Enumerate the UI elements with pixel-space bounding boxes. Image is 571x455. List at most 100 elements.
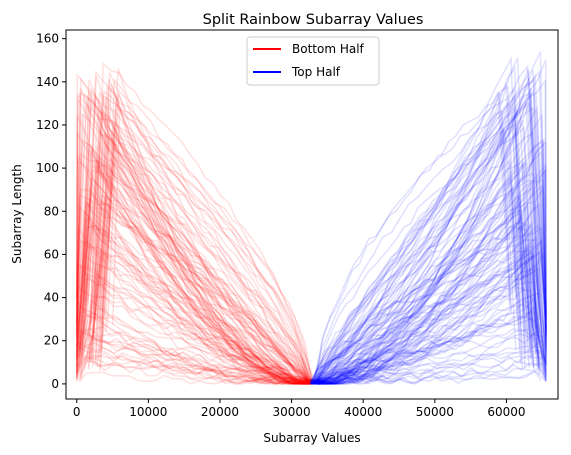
x-tick-label: 20000 [201, 405, 239, 419]
bottom-half-line [75, 217, 314, 382]
top-half-line [316, 252, 547, 385]
top-half-line [310, 316, 547, 383]
bottom-half-line [75, 92, 312, 385]
bottom-half-line [81, 295, 309, 382]
bottom-half-line [79, 191, 314, 385]
bottom-half-line [81, 93, 315, 385]
top-half-line [317, 235, 547, 385]
top-half-line [312, 184, 547, 383]
top-half-line [316, 345, 547, 385]
top-half-line [316, 73, 547, 385]
bottom-half-line [75, 336, 315, 385]
top-half-line [309, 88, 547, 385]
bottom-half-line [75, 253, 313, 385]
bottom-half-series [75, 61, 316, 385]
bottom-half-line [93, 115, 308, 385]
top-half-line [311, 267, 546, 385]
top-half-line [313, 216, 529, 381]
y-tick-label: 80 [44, 204, 59, 218]
y-tick-label: 100 [36, 161, 59, 175]
top-half-line [313, 92, 540, 385]
bottom-half-line [91, 131, 313, 385]
top-half-line [317, 296, 546, 385]
bottom-half-line [75, 225, 311, 381]
y-tick-label: 140 [36, 75, 59, 89]
bottom-half-line [92, 61, 309, 383]
bottom-half-line [83, 326, 308, 385]
bottom-half-line [96, 194, 310, 385]
top-half-line [315, 222, 540, 385]
top-half-line [312, 172, 547, 381]
top-half-line [311, 188, 524, 385]
bottom-half-line [85, 156, 311, 385]
top-half-line [316, 203, 535, 385]
top-half-line [316, 178, 518, 385]
bottom-half-line [91, 108, 309, 381]
top-half-line [309, 106, 547, 385]
x-tick-label: 40000 [344, 405, 382, 419]
y-tick-label: 0 [51, 377, 59, 391]
x-axis-label: Subarray Values [263, 431, 360, 445]
top-half-line [309, 105, 526, 385]
top-half-line [314, 227, 534, 385]
top-half-line [317, 255, 547, 385]
x-tick-label: 60000 [487, 405, 525, 419]
top-half-line [315, 287, 535, 382]
bottom-half-line [75, 342, 311, 384]
bottom-half-line [75, 87, 312, 385]
bottom-half-line [79, 91, 309, 385]
bottom-half-line [75, 305, 309, 385]
top-half-line [316, 244, 540, 385]
top-half-line [316, 96, 526, 385]
top-half-line [313, 140, 547, 385]
top-half-line [313, 138, 547, 384]
top-half-line [312, 163, 547, 385]
bottom-half-line [88, 194, 313, 382]
bottom-half-line [91, 203, 311, 385]
top-half-line [312, 138, 519, 385]
top-half-line [310, 196, 534, 385]
bottom-half-line [75, 90, 312, 385]
legend-label-top-half: Top Half [291, 65, 341, 79]
top-half-line [310, 51, 547, 385]
x-axis: 0 10000 20000 30000 40000 50000 60000 [73, 399, 526, 419]
top-half-line [315, 131, 547, 385]
top-half-line [316, 129, 517, 385]
top-half-line [316, 59, 547, 385]
top-half-line [310, 78, 547, 384]
bottom-half-line [75, 343, 309, 385]
top-half-line [314, 86, 527, 385]
bottom-half-line [89, 144, 315, 384]
bottom-half-line [83, 91, 309, 385]
top-half-line [315, 295, 547, 385]
y-tick-label: 160 [36, 32, 59, 46]
bottom-half-line [111, 107, 309, 385]
top-half-line [316, 254, 547, 385]
top-half-line [315, 101, 525, 385]
bottom-half-line [75, 356, 311, 385]
top-half-line [312, 55, 522, 384]
y-tick-label: 120 [36, 118, 59, 132]
y-tick-label: 40 [44, 291, 59, 305]
top-half-line [315, 292, 547, 385]
top-half-line [315, 289, 546, 383]
top-half-line [311, 64, 541, 384]
top-half-line [310, 250, 547, 385]
bottom-half-line [81, 79, 314, 385]
bottom-half-line [75, 277, 313, 385]
top-half-line [311, 305, 547, 385]
bottom-half-line [103, 101, 309, 382]
bottom-half-line [98, 128, 311, 385]
top-half-line [311, 201, 536, 385]
top-half-line [312, 168, 547, 382]
bottom-half-line [75, 264, 314, 385]
top-half-line [310, 120, 539, 385]
bottom-half-line [75, 130, 309, 385]
top-half-line [310, 260, 541, 383]
bottom-half-line [75, 95, 308, 385]
bottom-half-line [79, 224, 313, 385]
bottom-half-line [84, 264, 316, 384]
top-half-line [310, 268, 543, 381]
bottom-half-line [75, 239, 314, 382]
bottom-half-line [75, 188, 309, 385]
